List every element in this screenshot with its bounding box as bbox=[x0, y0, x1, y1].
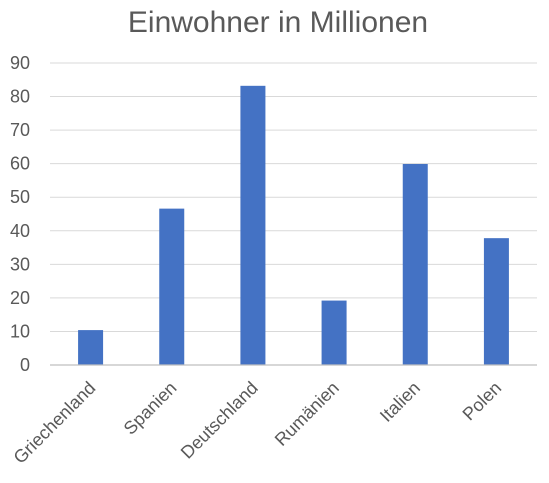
bar-polen bbox=[483, 238, 509, 365]
y-tick-label: 80 bbox=[10, 87, 30, 107]
y-tick-label: 30 bbox=[10, 254, 30, 274]
x-tick-label: Spanien bbox=[120, 378, 181, 439]
y-tick-label: 40 bbox=[10, 221, 30, 241]
bar-italien bbox=[402, 164, 428, 365]
y-tick-label: 70 bbox=[10, 120, 30, 140]
chart-title: Einwohner in Millionen bbox=[128, 6, 428, 39]
bar-spanien bbox=[159, 208, 185, 365]
y-axis-ticks: 0 10 20 30 40 50 60 70 80 90 bbox=[10, 53, 30, 375]
y-tick-label: 50 bbox=[10, 187, 30, 207]
y-tick-label: 60 bbox=[10, 154, 30, 174]
bars bbox=[78, 85, 509, 365]
x-tick-label: Deutschland bbox=[177, 378, 262, 463]
x-tick-label: Polen bbox=[459, 378, 506, 425]
x-tick-label: Rumänien bbox=[271, 378, 343, 450]
bar-deutschland bbox=[240, 85, 266, 365]
gridlines bbox=[50, 62, 537, 332]
x-tick-label: Italien bbox=[376, 378, 424, 426]
y-tick-label: 0 bbox=[20, 355, 30, 375]
x-tick-label: Griechenland bbox=[10, 378, 100, 468]
y-tick-label: 10 bbox=[10, 321, 30, 341]
bar-griechenland bbox=[78, 330, 104, 365]
y-tick-label: 90 bbox=[10, 53, 30, 73]
y-tick-label: 20 bbox=[10, 288, 30, 308]
bar-rumänien bbox=[321, 300, 347, 365]
